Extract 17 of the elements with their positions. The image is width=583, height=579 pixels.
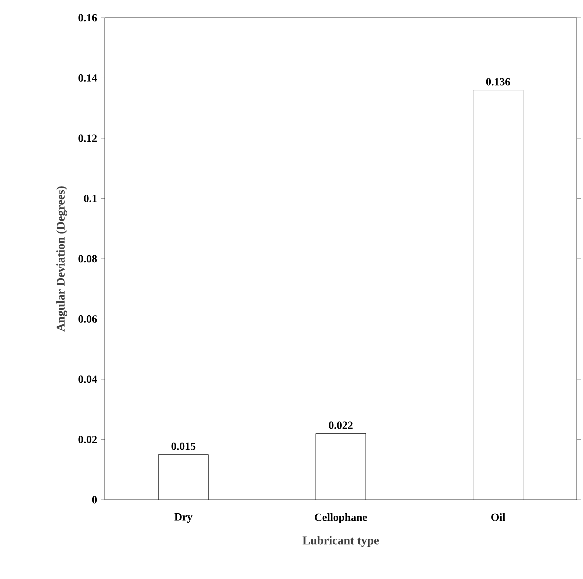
x-tick-label: Dry [174,514,193,524]
y-tick-label: 0.06 [78,316,98,323]
y-tick-label: 0.08 [78,255,98,263]
data-label: 0.015 [172,442,196,450]
x-axis-title: Lubricant type [302,536,380,548]
y-tick-label: 0.12 [78,134,97,142]
x-tick-label: Cellophane [315,514,368,524]
y-tick-label: 0.16 [78,14,98,22]
y-tick-label: 0.1 [84,195,97,202]
x-tick-label: Oil [492,514,506,522]
y-tick-label: 0 [92,496,98,504]
y-tick-label: 0.02 [78,436,97,444]
y-tick-label: 0.14 [78,74,98,82]
data-label: 0.022 [329,422,353,430]
y-tick-label: 0.04 [78,376,98,384]
data-label: 0.136 [486,78,510,86]
y-axis-title: Angular Deviation (Degrees) [56,186,68,332]
